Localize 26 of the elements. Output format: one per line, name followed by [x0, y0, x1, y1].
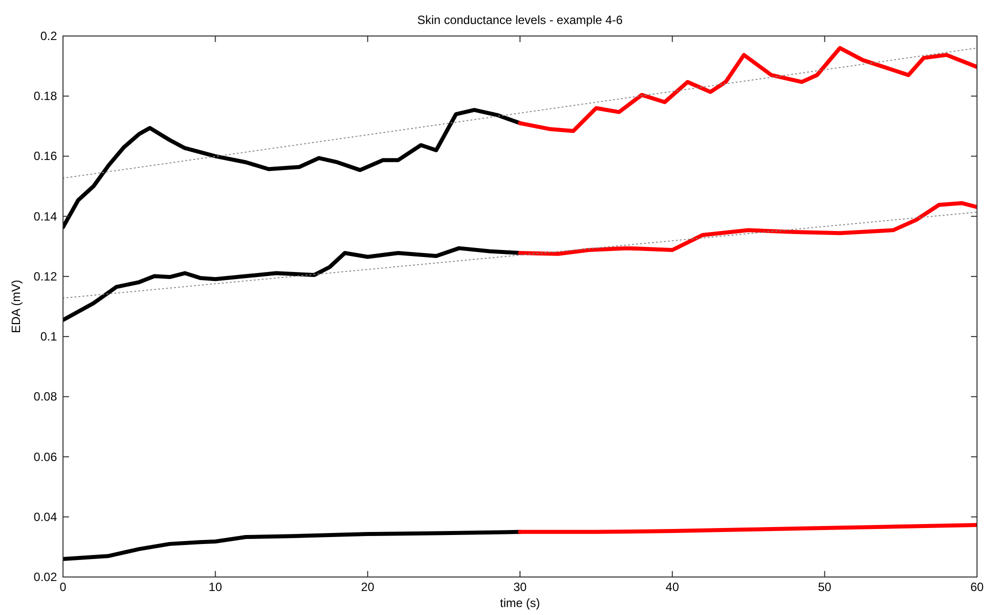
line-series	[63, 530, 522, 561]
y-tick-label: 0.04	[34, 510, 58, 524]
y-tick-label: 0.18	[34, 89, 58, 104]
y-tick-label: 0.2	[40, 29, 58, 43]
line-series	[518, 523, 977, 534]
y-tick-label: 0.1	[40, 330, 58, 344]
y-tick-label: 0.12	[34, 269, 58, 284]
y-tick-label: 0.06	[34, 450, 58, 464]
x-tick-label: 0	[60, 580, 67, 594]
chart-title: Skin conductance levels - example 4-6	[417, 13, 624, 27]
x-tick-label: 30	[513, 580, 527, 594]
line-series	[63, 246, 522, 322]
x-tick-label: 20	[360, 580, 375, 594]
x-axis-title: time (s)	[500, 596, 540, 610]
line-series	[63, 108, 522, 230]
x-tick-label: 40	[666, 580, 680, 594]
line-series	[518, 46, 977, 133]
y-tick-label: 0.08	[34, 390, 58, 404]
x-tick-label: 60	[970, 580, 984, 594]
y-tick-label: 0.16	[34, 149, 58, 164]
line-series	[518, 201, 977, 256]
x-tick-label: 10	[208, 580, 222, 594]
y-tick-label: 0.02	[34, 570, 58, 584]
y-tick-label: 0.14	[34, 209, 58, 224]
y-axis-title: EDA (mV)	[9, 280, 23, 334]
x-tick-label: 50	[818, 580, 832, 594]
